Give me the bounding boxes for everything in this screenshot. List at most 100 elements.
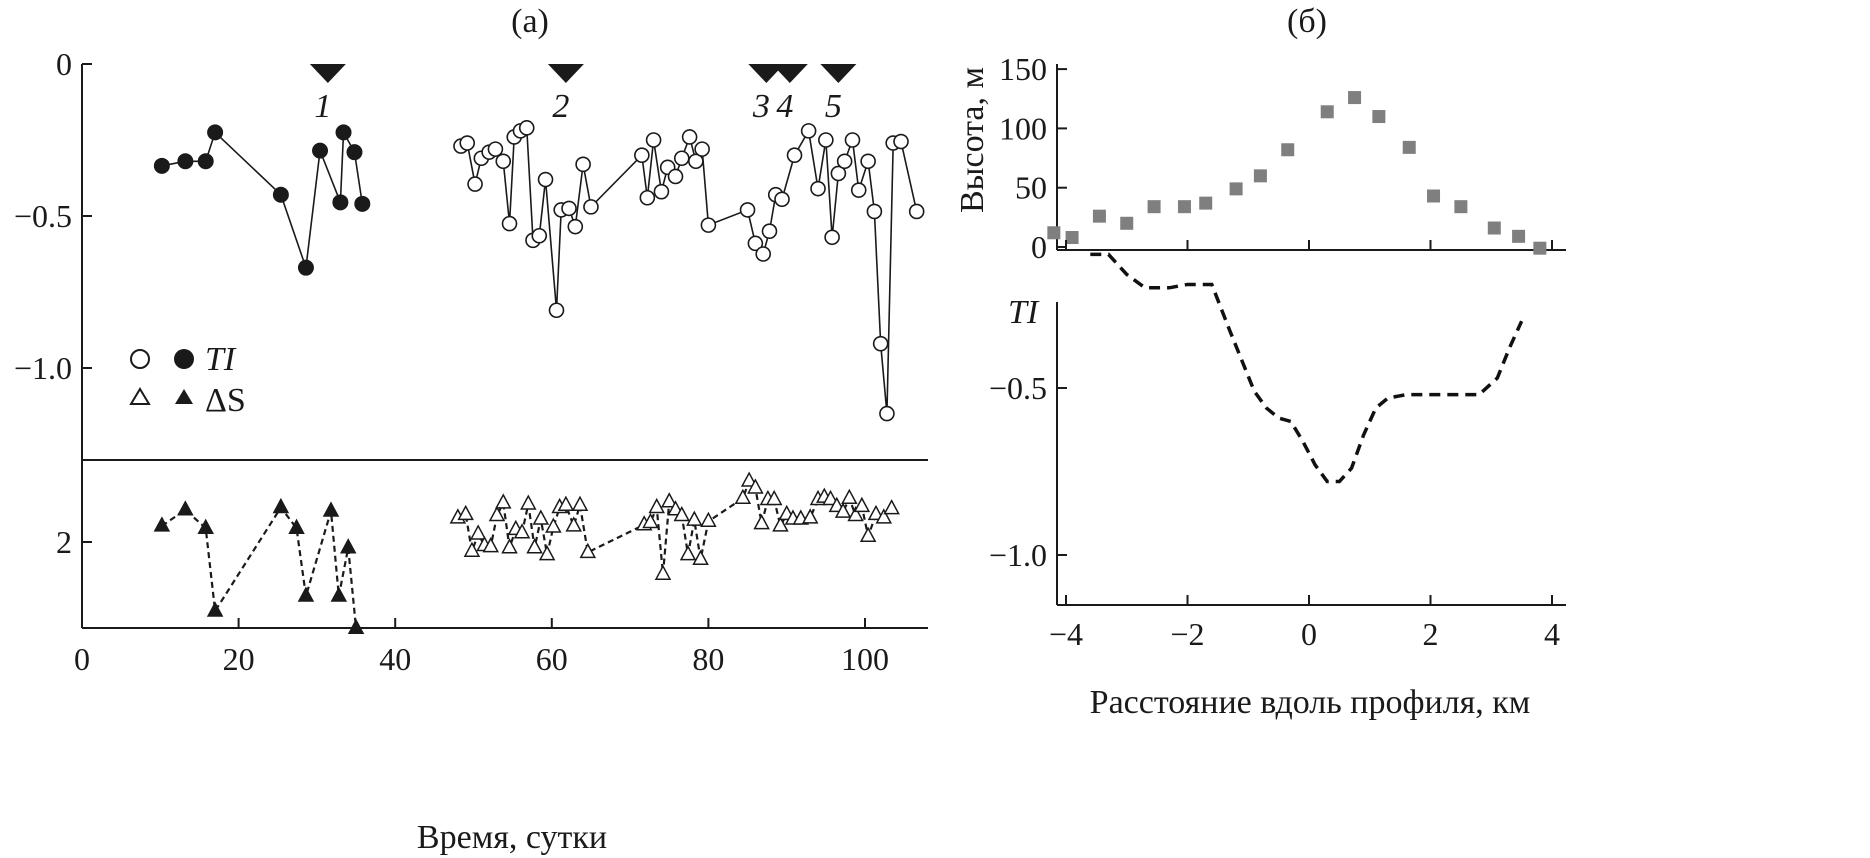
- event-marker-icon: [820, 64, 857, 83]
- event-marker-icon: [771, 64, 808, 83]
- ds-point-open: [700, 511, 717, 528]
- height-point: [1253, 169, 1267, 183]
- ds-point-filled: [288, 518, 305, 534]
- event-marker-icon: [748, 64, 785, 83]
- ti-series-line: [460, 126, 918, 414]
- ds-point-open: [875, 508, 893, 524]
- ti-point-open: [786, 147, 803, 163]
- height-point: [1229, 182, 1243, 196]
- ds-point-filled: [330, 586, 348, 602]
- ti-point-filled: [297, 259, 314, 276]
- legend-filled-triangle-icon: [175, 389, 193, 404]
- ds-point-open: [513, 523, 531, 539]
- ti-point-open: [518, 120, 535, 136]
- y-tick-label: 100: [999, 110, 1047, 146]
- x-tick-label: 60: [536, 641, 568, 677]
- panel-b-y-axis-label-height: Высота, м: [954, 67, 991, 213]
- ds-point-open: [673, 505, 691, 522]
- legend-label-ds: ΔS: [205, 382, 246, 419]
- ds-point-open: [822, 489, 839, 506]
- height-point: [1199, 196, 1213, 210]
- ti-point-filled: [197, 153, 214, 170]
- ds-point-open: [679, 545, 697, 561]
- ti-point-open: [824, 229, 840, 246]
- ds-point-filled: [297, 586, 315, 602]
- panel-b: −4 −2 0 2 4 0 50 100 150 −0.5 −1.0 Высота, м TI Ра…: [954, 51, 1566, 721]
- legend-open-circle-icon: [130, 349, 150, 369]
- ti-point-filled: [177, 153, 194, 170]
- ds-point-open: [469, 524, 487, 540]
- height-point: [1092, 209, 1106, 223]
- ds-point-open: [482, 537, 499, 553]
- ti-point-open: [761, 223, 778, 239]
- ds-point-open: [772, 516, 789, 532]
- event-marker-label: 2: [552, 88, 569, 125]
- ti-point-open: [459, 135, 476, 151]
- ds-point-open: [841, 488, 858, 505]
- ds-point-open: [692, 549, 709, 565]
- ds-point-open: [740, 471, 758, 487]
- ds-point-open: [867, 504, 885, 521]
- ds-point-open: [686, 510, 703, 526]
- ds-point-open: [883, 499, 900, 515]
- legend-open-triangle-icon: [129, 387, 151, 405]
- x-tick-label: −4: [1049, 616, 1083, 652]
- ti-point-open: [747, 235, 764, 252]
- ti-point-open: [673, 150, 690, 167]
- ds-point-filled: [347, 618, 365, 634]
- ti-point-open: [700, 217, 717, 233]
- ti-point-open: [495, 153, 512, 170]
- height-point: [1427, 189, 1441, 203]
- y-tick-label: 150: [999, 51, 1047, 87]
- ds-point-open: [834, 502, 852, 518]
- x-tick-label: 20: [223, 641, 255, 677]
- x-tick-label: 80: [692, 641, 724, 677]
- ds-point-open: [520, 494, 537, 510]
- panel-a-ti-points: [153, 120, 925, 422]
- ds-point-filled: [339, 538, 357, 554]
- ds-point-open: [538, 545, 556, 561]
- ds-point-open: [753, 514, 770, 530]
- ti-point-open: [739, 202, 756, 218]
- ds-point-open: [853, 496, 871, 513]
- panel-b-title: (б): [1287, 3, 1327, 40]
- panel-b-y-axis-label-ti: TI: [1008, 294, 1040, 331]
- ds-point-open: [463, 541, 481, 557]
- y-tick-label: −0.5: [989, 370, 1047, 406]
- height-point: [1533, 241, 1547, 255]
- ds-point-open: [494, 493, 512, 509]
- ti-point-open: [836, 153, 853, 170]
- x-tick-label: 40: [379, 641, 411, 677]
- ds-series-line: [161, 505, 358, 629]
- ds-point-open: [801, 508, 819, 524]
- ti-series-line: [161, 129, 364, 268]
- ti-point-open: [645, 132, 662, 148]
- event-marker-label: 1: [314, 88, 331, 125]
- height-point: [1348, 91, 1362, 105]
- y-tick-label: 0: [56, 46, 72, 82]
- ds-point-open: [642, 512, 659, 529]
- panel-a-axes: [81, 64, 928, 629]
- y-tick-label: −1.0: [14, 350, 72, 386]
- height-point: [1177, 200, 1191, 214]
- height-point: [1065, 231, 1079, 245]
- panel-a-tick-labels: 0 20 40 60 80 100 0 −0.5 −1.0 2: [14, 46, 889, 677]
- ti-point-open: [537, 171, 554, 188]
- ds-point-filled: [197, 518, 214, 534]
- ti-point-open: [531, 227, 548, 244]
- panel-b-tick-labels: −4 −2 0 2 4 0 50 100 150 −0.5 −1.0: [989, 51, 1560, 652]
- ti-point-open: [583, 199, 599, 215]
- ds-point-filled: [177, 500, 194, 516]
- ds-point-open: [859, 526, 877, 542]
- panel-b-ti-profile: [1090, 252, 1524, 484]
- ds-point-open: [526, 538, 543, 554]
- panel-a-ds-points: [153, 471, 900, 634]
- ti-point-filled: [335, 124, 352, 141]
- ti-point-open: [844, 132, 861, 148]
- panel-b-axes: [1056, 64, 1566, 606]
- ti-point-filled: [272, 186, 289, 203]
- ti-point-filled: [207, 124, 224, 141]
- panel-a-x-axis-label: Время, сутки: [417, 819, 607, 856]
- height-point: [1120, 216, 1134, 230]
- ds-point-filled: [322, 501, 340, 517]
